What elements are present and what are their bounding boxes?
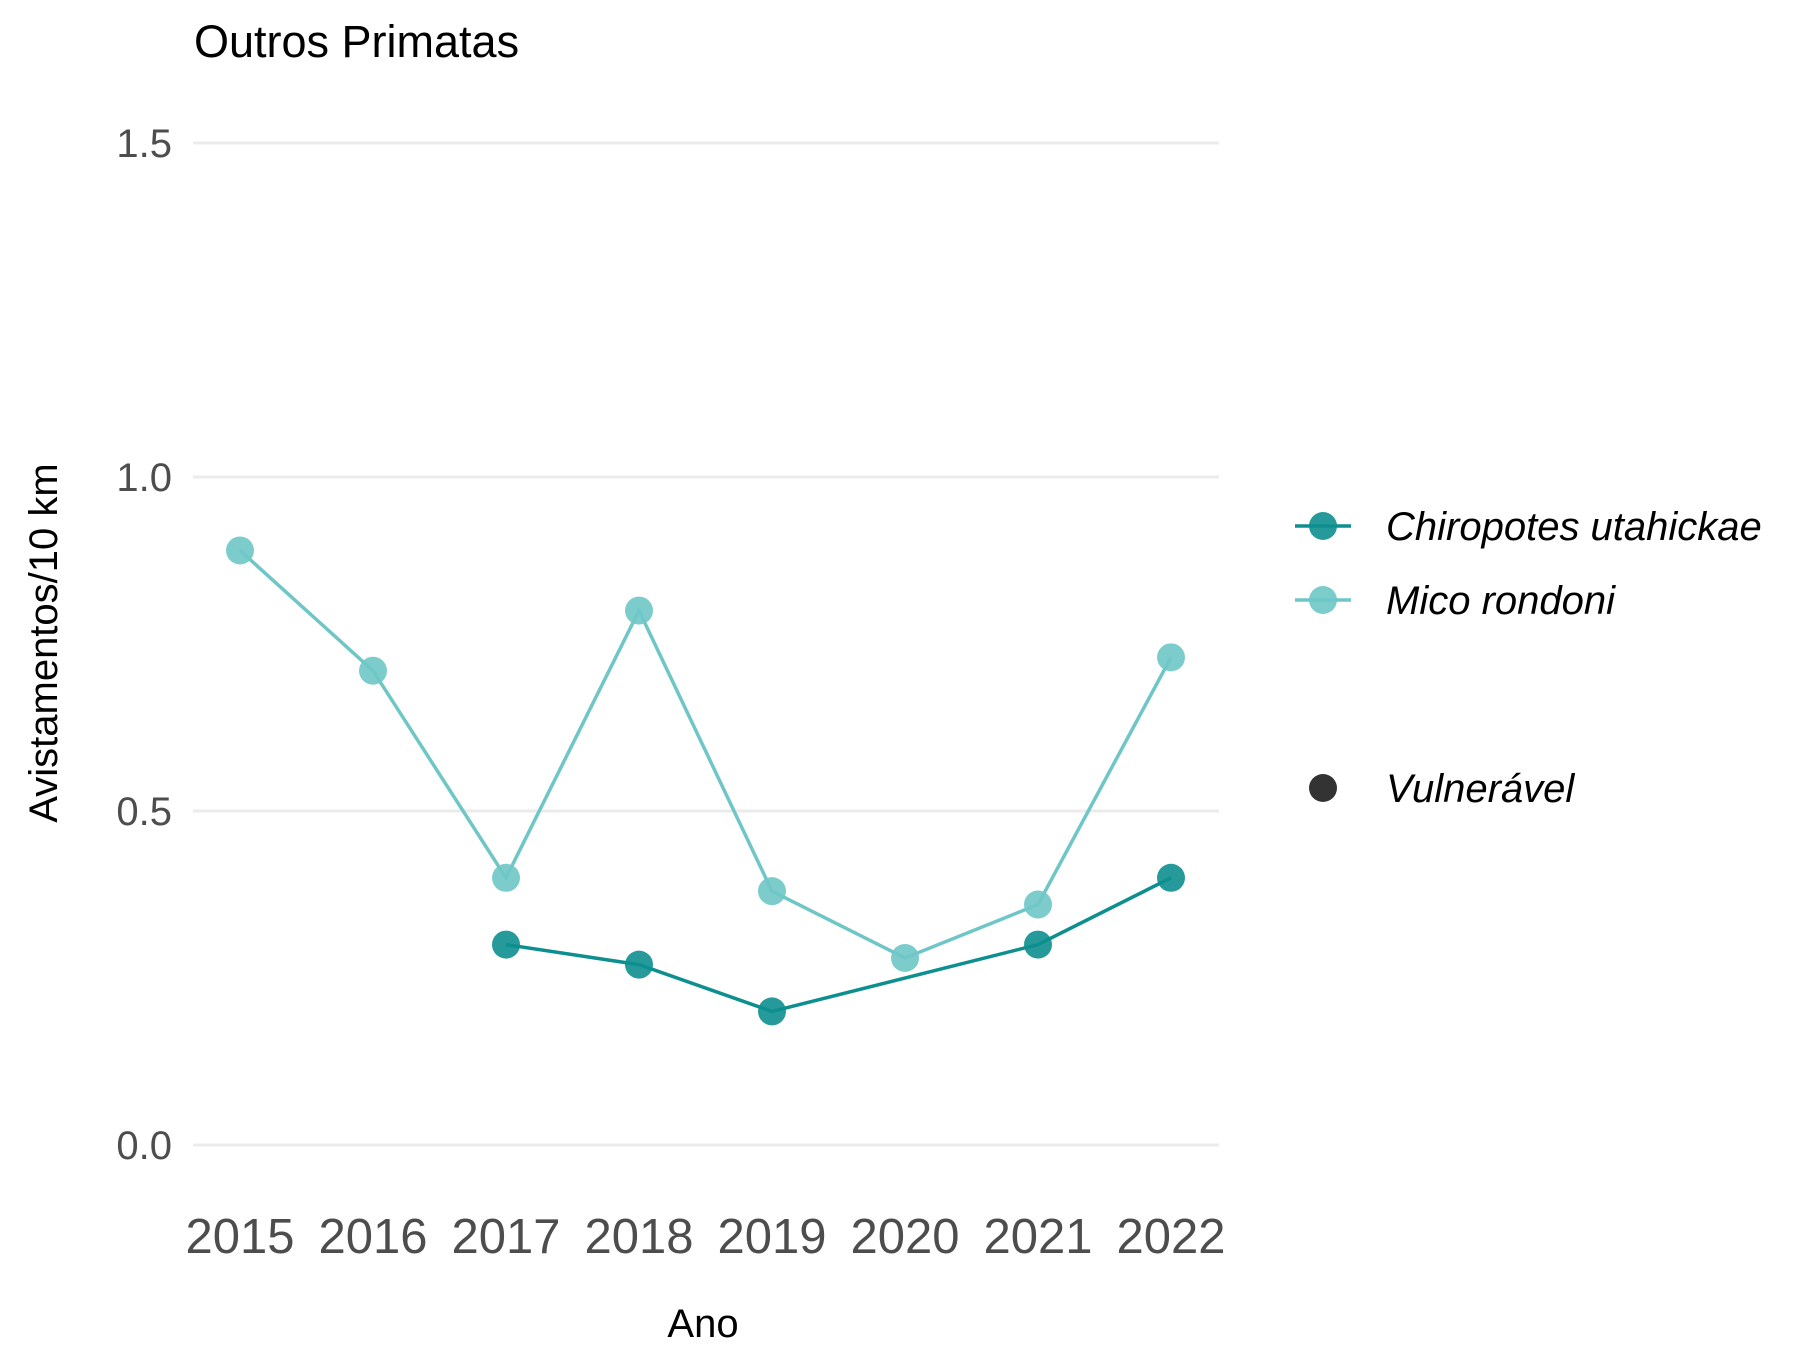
data-point bbox=[625, 596, 653, 625]
status-legend-label: Vulnerável bbox=[1386, 767, 1575, 811]
y-tick-label: 1.0 bbox=[116, 456, 172, 500]
series-0 bbox=[492, 863, 1185, 1026]
x-tick-label: 2017 bbox=[451, 1210, 560, 1264]
x-tick-label: 2019 bbox=[717, 1210, 826, 1264]
data-point bbox=[891, 943, 919, 972]
data-point bbox=[359, 656, 387, 685]
data-point bbox=[758, 877, 786, 906]
status-legend-item: Vulnerável bbox=[1309, 767, 1575, 811]
data-point bbox=[492, 863, 520, 892]
legend-point-key bbox=[1309, 586, 1337, 614]
legend-point-key bbox=[1309, 512, 1337, 540]
y-axis-label: Avistamentos/10 km bbox=[22, 463, 66, 822]
legend: Chiropotes utahickae Mico rondoni Vulneráv… bbox=[1295, 505, 1762, 811]
data-point bbox=[1157, 863, 1185, 892]
data-point bbox=[1024, 890, 1052, 919]
y-tick-label: 0.0 bbox=[116, 1124, 172, 1168]
data-point bbox=[1157, 643, 1185, 672]
y-axis-ticks: 0.0 0.5 1.0 1.5 bbox=[116, 122, 172, 1168]
x-tick-label: 2020 bbox=[850, 1210, 959, 1264]
x-tick-label: 2021 bbox=[983, 1210, 1092, 1264]
x-axis-label: Ano bbox=[667, 1302, 738, 1346]
gridlines bbox=[193, 141, 1219, 1147]
series-1 bbox=[226, 536, 1185, 972]
legend-item: Chiropotes utahickae bbox=[1295, 505, 1762, 549]
y-tick-label: 1.5 bbox=[116, 122, 172, 166]
x-axis-ticks: 2015 2016 2017 2018 2019 2020 2021 2022 bbox=[185, 1210, 1225, 1264]
x-tick-label: 2018 bbox=[584, 1210, 693, 1264]
legend-item: Mico rondoni bbox=[1295, 579, 1616, 623]
data-point bbox=[625, 950, 653, 979]
legend-label: Mico rondoni bbox=[1386, 579, 1616, 623]
data-point bbox=[1024, 930, 1052, 959]
series-line bbox=[505, 876, 1172, 1014]
series-layer bbox=[226, 536, 1185, 1026]
x-tick-label: 2022 bbox=[1116, 1210, 1225, 1264]
y-tick-label: 0.5 bbox=[116, 790, 172, 834]
x-tick-label: 2015 bbox=[185, 1210, 294, 1264]
status-point-key bbox=[1309, 774, 1337, 802]
series-line bbox=[238, 549, 1173, 960]
data-point bbox=[758, 997, 786, 1026]
x-tick-label: 2016 bbox=[318, 1210, 427, 1264]
data-point bbox=[226, 536, 254, 565]
data-point bbox=[492, 930, 520, 959]
chart-title: Outros Primatas bbox=[194, 16, 519, 67]
legend-label: Chiropotes utahickae bbox=[1386, 505, 1762, 549]
